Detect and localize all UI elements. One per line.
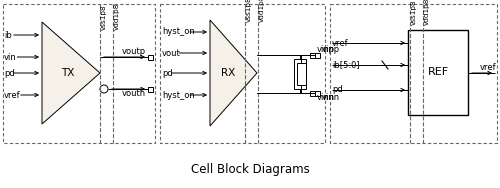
Bar — [310, 91, 315, 96]
Text: Cell Block Diagrams: Cell Block Diagrams — [190, 164, 310, 177]
Text: vinp: vinp — [317, 45, 335, 54]
Text: vdd1p8: vdd1p8 — [114, 3, 120, 30]
Polygon shape — [210, 20, 257, 126]
Text: vref: vref — [332, 39, 348, 48]
Bar — [408, 30, 468, 115]
Text: RX: RX — [221, 68, 235, 78]
Text: hyst_on: hyst_on — [162, 90, 195, 99]
Circle shape — [100, 85, 108, 93]
Bar — [315, 53, 320, 58]
Bar — [315, 91, 320, 96]
Text: pd: pd — [332, 86, 343, 95]
Text: vss1p8: vss1p8 — [411, 0, 417, 25]
Text: hyst_on: hyst_on — [162, 27, 195, 36]
Text: pd: pd — [4, 68, 15, 77]
Text: vin: vin — [4, 52, 17, 61]
Bar — [310, 53, 315, 58]
Text: vref: vref — [480, 62, 496, 71]
Bar — [148, 87, 153, 92]
Bar — [148, 55, 153, 60]
Bar — [297, 63, 306, 85]
Text: vinn: vinn — [317, 93, 335, 102]
Bar — [294, 59, 306, 89]
Text: vss1p8: vss1p8 — [101, 4, 107, 30]
Text: vref: vref — [4, 90, 20, 99]
Text: voutp: voutp — [122, 46, 146, 55]
Text: TX: TX — [62, 68, 74, 78]
Text: vdd1p8: vdd1p8 — [259, 0, 265, 22]
Text: vdd1p8: vdd1p8 — [424, 0, 430, 25]
Polygon shape — [42, 22, 100, 124]
Text: ib: ib — [4, 30, 12, 39]
Text: ib[5:0]: ib[5:0] — [332, 61, 359, 70]
Text: vinp: vinp — [322, 45, 340, 55]
Text: vout: vout — [162, 49, 181, 58]
Text: vinn: vinn — [322, 93, 340, 102]
Text: pd: pd — [162, 68, 173, 77]
Text: REF: REF — [428, 67, 448, 77]
Text: voutn: voutn — [122, 89, 146, 99]
Text: vss1p8: vss1p8 — [246, 0, 252, 22]
